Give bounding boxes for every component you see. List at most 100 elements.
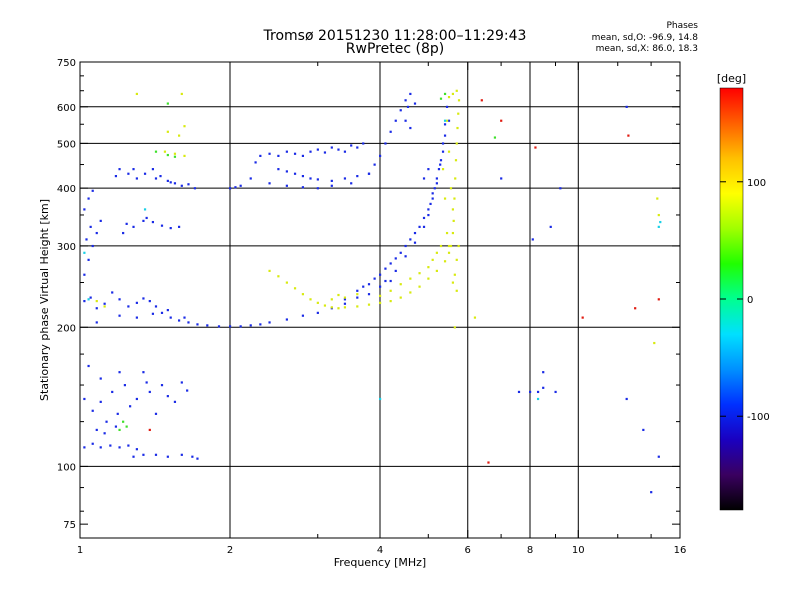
data-point xyxy=(447,95,451,99)
data-point xyxy=(455,258,458,261)
data-point xyxy=(118,371,121,374)
data-point xyxy=(154,177,158,180)
data-point xyxy=(180,381,183,384)
data-point xyxy=(439,244,443,248)
data-point xyxy=(350,182,353,185)
data-point xyxy=(125,425,128,428)
data-point xyxy=(180,453,183,456)
data-point xyxy=(301,154,305,158)
data-point xyxy=(443,260,447,263)
data-point xyxy=(427,266,430,269)
data-point xyxy=(399,283,402,286)
data-point xyxy=(625,397,628,401)
data-point xyxy=(443,134,447,137)
y-axis-label: Stationary phase Virtual Height [km] xyxy=(38,199,51,401)
data-point xyxy=(249,324,252,327)
data-point xyxy=(337,293,340,297)
data-point xyxy=(656,197,659,200)
data-point xyxy=(166,130,169,133)
data-point xyxy=(356,175,359,178)
data-point xyxy=(457,112,460,115)
data-point xyxy=(389,130,392,133)
data-point xyxy=(379,294,382,297)
data-point xyxy=(367,172,371,175)
colorbar: [deg] 100 0 -100 xyxy=(717,72,770,511)
data-point xyxy=(581,316,584,319)
data-point xyxy=(173,152,177,155)
data-point xyxy=(500,177,503,180)
colorbar-tick-label: 0 xyxy=(747,295,753,306)
data-point xyxy=(384,142,387,145)
data-point xyxy=(453,326,456,329)
data-point xyxy=(87,197,90,200)
y-tick-label: 400 xyxy=(57,184,76,195)
data-point xyxy=(435,269,438,273)
data-point xyxy=(166,455,169,458)
data-point xyxy=(452,219,455,222)
data-point xyxy=(379,273,382,276)
data-point xyxy=(285,150,288,153)
data-point xyxy=(480,99,483,102)
data-point xyxy=(151,168,155,171)
data-point xyxy=(445,231,449,235)
data-point xyxy=(517,390,521,394)
data-point xyxy=(145,216,148,220)
data-point xyxy=(447,150,451,153)
data-point xyxy=(277,275,280,278)
data-point xyxy=(409,126,412,130)
data-point xyxy=(493,136,497,139)
data-point xyxy=(406,105,410,108)
data-point xyxy=(95,299,98,303)
data-point xyxy=(367,293,371,296)
data-point xyxy=(451,208,455,211)
data-point xyxy=(653,341,656,345)
data-point xyxy=(148,299,151,303)
data-point xyxy=(160,224,164,227)
data-point xyxy=(109,444,112,447)
data-point xyxy=(431,197,434,200)
data-point xyxy=(118,428,121,432)
data-point xyxy=(148,428,151,432)
data-point xyxy=(330,184,333,187)
chart-title: Tromsø 20151230 11:28:00–11:29:43 xyxy=(263,28,527,44)
data-point xyxy=(135,301,138,304)
data-point xyxy=(451,92,455,96)
data-point xyxy=(169,226,172,230)
data-point xyxy=(196,457,199,460)
data-point xyxy=(447,244,451,248)
data-point xyxy=(449,187,453,190)
x-tick-label: 16 xyxy=(674,545,687,556)
data-point xyxy=(443,92,447,96)
data-point xyxy=(239,184,242,187)
data-point xyxy=(166,153,169,157)
data-point xyxy=(316,148,319,151)
data-point xyxy=(627,134,630,137)
colorbar-ticks: 100 0 -100 xyxy=(720,178,770,423)
x-tick-label: 10 xyxy=(572,545,585,556)
data-point xyxy=(293,287,297,290)
data-point xyxy=(154,412,158,415)
data-point xyxy=(127,305,130,308)
data-point xyxy=(409,92,412,96)
data-point xyxy=(99,219,102,222)
data-point xyxy=(91,442,94,445)
data-point xyxy=(293,152,297,155)
data-point xyxy=(163,150,167,153)
data-point xyxy=(129,405,132,408)
data-point xyxy=(148,390,151,394)
data-point xyxy=(135,177,138,180)
data-point xyxy=(625,105,628,108)
x-tick-label: 2 xyxy=(227,545,233,556)
data-point xyxy=(123,384,126,387)
data-point xyxy=(457,244,460,248)
data-point xyxy=(657,213,660,217)
data-point xyxy=(285,281,288,284)
data-point xyxy=(142,371,145,374)
data-point xyxy=(399,109,402,112)
data-point xyxy=(343,296,347,299)
data-point xyxy=(389,279,392,283)
data-point xyxy=(422,216,426,220)
data-point xyxy=(118,446,121,449)
data-point xyxy=(316,187,319,190)
data-point xyxy=(132,455,135,458)
